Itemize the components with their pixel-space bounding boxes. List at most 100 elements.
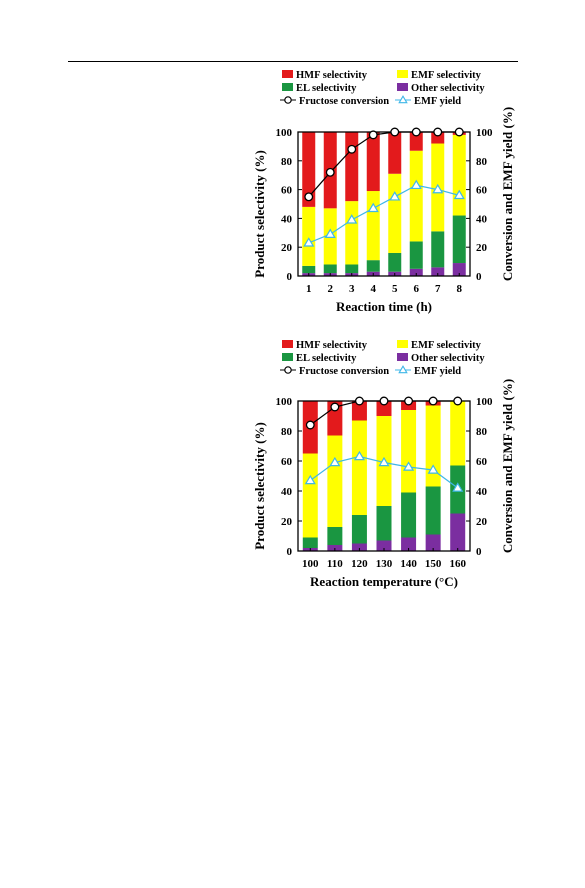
right-tick-label-20: 20 (476, 242, 488, 254)
yield-point-7 (432, 183, 444, 194)
bar-el-selectivity-8 (452, 215, 466, 264)
bar-hmf-selectivity-140 (401, 401, 417, 410)
bar-el-selectivity-7 (431, 231, 445, 268)
right-tick-label-0: 0 (476, 271, 482, 283)
right-tick-label-40: 40 (476, 486, 488, 498)
bar-emf-selectivity-4 (366, 191, 380, 261)
conversion-point-120 (354, 396, 364, 406)
bar-emf-selectivity-5 (388, 173, 402, 253)
y-axis-label: Product selectivity (%) (252, 150, 267, 278)
conversion-point-110 (330, 402, 340, 412)
legend-swatch-0 (282, 340, 293, 348)
legend-label-3: Other selectivity (411, 83, 485, 94)
legend-label-1: EMF selectivity (411, 70, 482, 81)
left-tick-label-80: 80 (281, 426, 293, 438)
bar-hmf-selectivity-6 (409, 132, 423, 151)
header-rule (68, 61, 518, 62)
yield-point-2 (324, 228, 336, 238)
bar-emf-selectivity-1 (302, 206, 316, 266)
right-tick-label-100: 100 (476, 127, 493, 139)
bar-emf-selectivity-110 (327, 435, 343, 527)
bar-el-selectivity-120 (351, 515, 367, 544)
bar-el-selectivity-110 (327, 527, 343, 545)
conversion-point-2 (325, 167, 335, 177)
x-tick-label-6: 6 (414, 283, 420, 295)
x-axis-label: Reaction temperature (°C) (310, 574, 458, 589)
yield-point-3 (346, 214, 358, 224)
left-tick-label-0: 0 (287, 546, 293, 558)
conversion-point-3 (347, 144, 357, 154)
legend-swatch-1 (397, 340, 408, 348)
legend-swatch-2 (282, 83, 293, 91)
bar-emf-selectivity-100 (302, 453, 318, 538)
left-tick-label-40: 40 (281, 213, 293, 225)
bar-emf-selectivity-6 (409, 150, 423, 242)
bar-el-selectivity-3 (345, 264, 359, 274)
y-axis-label: Product selectivity (%) (252, 422, 267, 550)
yield-point-4 (367, 202, 379, 213)
yield-point-1 (303, 237, 315, 247)
bar-emf-selectivity-8 (452, 134, 466, 216)
chart-2: 0 0 20 20 40 40 60 60 80 80 100 100 100 110 120 130 140 1… (252, 340, 515, 589)
legend-marker-4 (284, 366, 292, 374)
conversion-point-130 (379, 396, 389, 406)
legend-swatch-0 (282, 70, 293, 78)
legend-marker-5 (398, 365, 408, 374)
legend-label-2: EL selectivity (296, 83, 357, 94)
yield-point-130 (378, 456, 390, 467)
conversion-point-100 (305, 420, 315, 430)
legend: HMF selectivity EMF selectivity EL selecti… (280, 340, 485, 377)
left-tick-label-60: 60 (281, 456, 293, 468)
bar-el-selectivity-1 (302, 265, 316, 274)
bar-other-selectivity-7 (431, 267, 445, 276)
left-tick-label-80: 80 (281, 156, 293, 168)
bar-emf-selectivity-120 (351, 420, 367, 515)
y2-axis-label: Conversion and EMF yield (%) (500, 107, 515, 281)
yield-point-8 (453, 189, 465, 200)
right-tick-label-20: 20 (476, 516, 488, 528)
x-axis-label: Reaction time (h) (336, 299, 432, 314)
x-tick-label-3: 3 (349, 283, 355, 295)
left-tick-label-60: 60 (281, 185, 293, 197)
left-tick-label-0: 0 (287, 271, 293, 283)
bar-hmf-selectivity-3 (345, 132, 359, 202)
legend-label-1: EMF selectivity (411, 340, 482, 351)
left-tick-label-20: 20 (281, 242, 293, 254)
x-tick-label-7: 7 (435, 283, 441, 295)
bar-other-selectivity-8 (452, 263, 466, 276)
bar-other-selectivity-140 (401, 537, 417, 551)
chart-1: 0 0 20 20 40 40 60 60 80 80 100 100 1 2 3 4 5 6 7 8 Reaction… (252, 70, 515, 314)
bar-el-selectivity-150 (425, 486, 441, 535)
legend-marker-4 (284, 96, 292, 104)
yield-point-120 (353, 450, 365, 461)
bar-el-selectivity-6 (409, 241, 423, 269)
conversion-point-4 (368, 130, 378, 140)
yield-point-5 (389, 191, 401, 201)
legend-swatch-3 (397, 83, 408, 91)
conversion-point-140 (404, 396, 414, 406)
x-tick-label-130: 130 (376, 558, 393, 570)
right-tick-label-80: 80 (476, 426, 488, 438)
legend-label-3: Other selectivity (411, 353, 485, 364)
conversion-point-8 (454, 127, 464, 137)
x-tick-label-140: 140 (400, 558, 417, 570)
left-tick-label-100: 100 (276, 127, 293, 139)
legend-swatch-1 (397, 70, 408, 78)
bar-other-selectivity-130 (376, 540, 392, 551)
yield-line (308, 184, 460, 244)
bar-emf-selectivity-140 (401, 410, 417, 493)
legend-label-2: EL selectivity (296, 353, 357, 364)
right-tick-label-40: 40 (476, 213, 488, 225)
left-tick-label-100: 100 (276, 396, 293, 408)
bar-hmf-selectivity-5 (388, 132, 402, 174)
y2-axis-label: Conversion and EMF yield (%) (500, 379, 515, 553)
legend-marker-5 (398, 95, 408, 104)
legend-label-0: HMF selectivity (296, 70, 368, 81)
legend-label-5: EMF yield (414, 96, 461, 107)
x-tick-label-5: 5 (392, 283, 398, 295)
right-tick-label-80: 80 (476, 156, 488, 168)
bar-hmf-selectivity-7 (431, 132, 445, 144)
yield-point-6 (410, 179, 422, 190)
bar-other-selectivity-6 (409, 268, 423, 276)
x-tick-label-2: 2 (328, 283, 334, 295)
